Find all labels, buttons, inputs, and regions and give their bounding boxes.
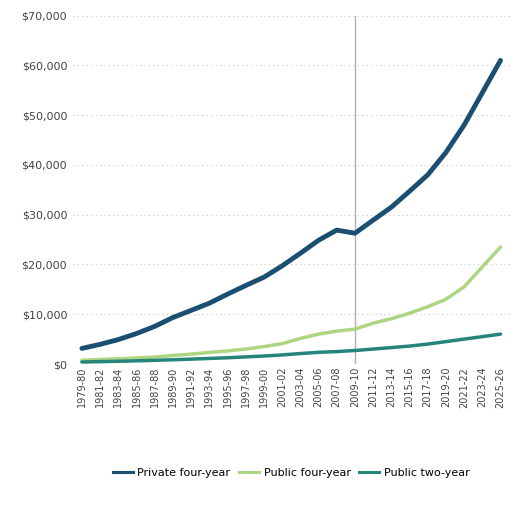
Legend: Private four-year, Public four-year, Public two-year: Private four-year, Public four-year, Pub…: [108, 464, 474, 483]
